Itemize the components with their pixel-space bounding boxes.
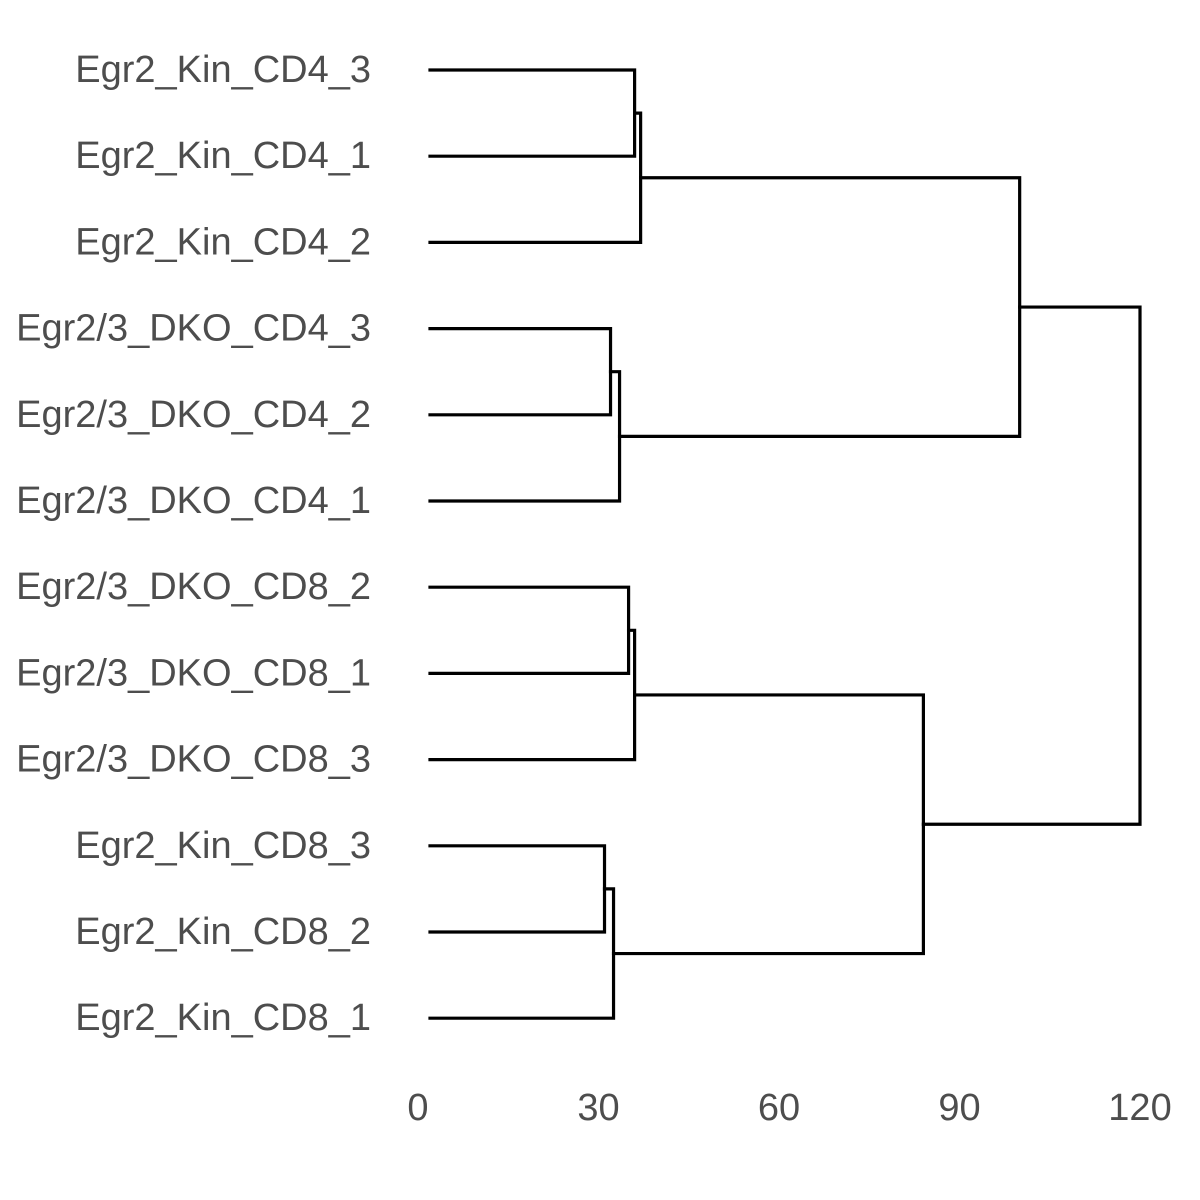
leaf-label: Egr2_Kin_CD8_3 xyxy=(75,825,371,867)
dendrogram-link-m3 xyxy=(428,327,613,417)
dendrogram-link-m6 xyxy=(428,585,631,675)
dendrogram-branches xyxy=(428,68,1142,1020)
dendrogram-link-m7 xyxy=(428,628,637,762)
dendrogram-link-m1 xyxy=(428,68,637,158)
dendrogram-link-m11 xyxy=(921,305,1142,826)
leaf-label: Egr2_Kin_CD8_2 xyxy=(75,911,371,953)
leaf-label: Egr2/3_DKO_CD8_2 xyxy=(16,566,371,608)
dendrogram-link-m4 xyxy=(428,370,622,503)
x-tick-label: 30 xyxy=(577,1087,619,1129)
x-tick-label: 0 xyxy=(407,1087,428,1129)
x-tick-label: 90 xyxy=(938,1087,980,1129)
leaf-label: Egr2/3_DKO_CD4_1 xyxy=(16,480,371,522)
leaf-label: Egr2_Kin_CD4_2 xyxy=(75,221,371,263)
dendrogram-link-m2 xyxy=(428,111,643,244)
leaf-label: Egr2_Kin_CD8_1 xyxy=(75,997,371,1039)
x-tick-label: 120 xyxy=(1108,1087,1171,1129)
leaf-label: Egr2_Kin_CD4_1 xyxy=(75,135,371,177)
dendrogram-link-m8 xyxy=(428,844,607,934)
x-tick-label: 60 xyxy=(758,1087,800,1129)
leaf-labels: Egr2_Kin_CD4_3 Egr2_Kin_CD4_1 Egr2_Kin_CD4… xyxy=(16,49,371,1039)
x-axis-tick-labels: 0 30 60 90 120 xyxy=(407,1087,1171,1129)
leaf-label: Egr2_Kin_CD4_3 xyxy=(75,49,371,91)
dendrogram-link-m5 xyxy=(617,176,1022,438)
leaf-label: Egr2/3_DKO_CD8_1 xyxy=(16,652,371,694)
dendrogram-link-m10 xyxy=(611,693,925,956)
leaf-label: Egr2/3_DKO_CD8_3 xyxy=(16,739,371,781)
leaf-label: Egr2/3_DKO_CD4_2 xyxy=(16,394,371,436)
leaf-label: Egr2/3_DKO_CD4_3 xyxy=(16,308,371,350)
dendrogram-link-m9 xyxy=(428,887,616,1020)
